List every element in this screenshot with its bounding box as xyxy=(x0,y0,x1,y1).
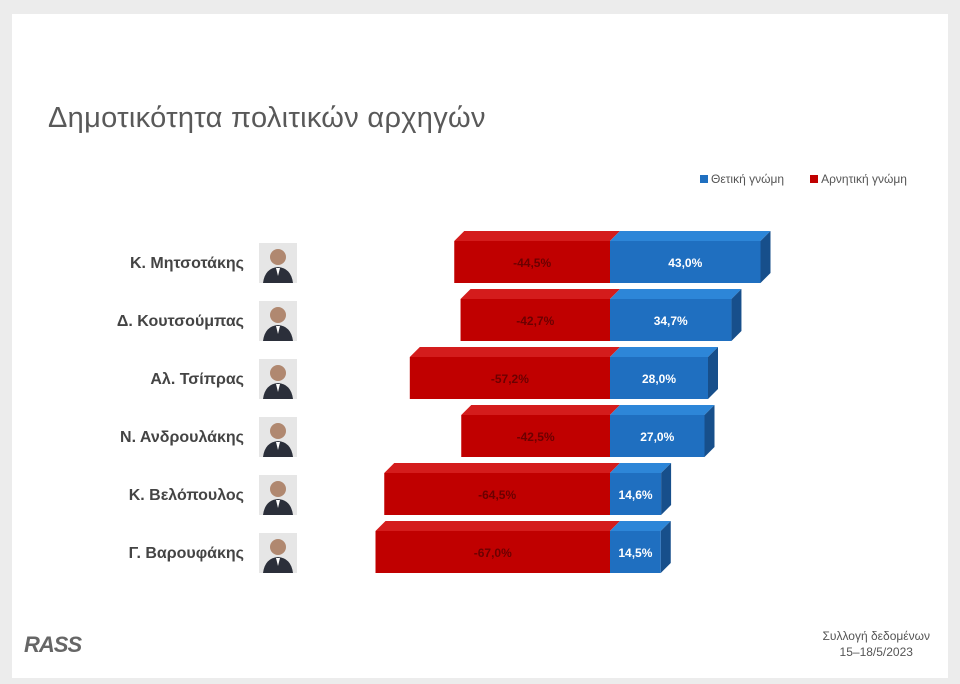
category-label: Κ. Βελόπουλος xyxy=(128,487,244,504)
chart-title: Δημοτικότητα πολιτικών αρχηγών xyxy=(48,102,486,134)
category-label: Γ. Βαρουφάκης xyxy=(128,545,244,562)
legend-swatch-negative xyxy=(810,175,819,183)
negative-bar-top xyxy=(409,347,620,357)
positive-bar-top xyxy=(610,405,715,415)
positive-data-label: 14,6% xyxy=(619,488,653,502)
leader-photo xyxy=(259,475,297,515)
positive-bar-top xyxy=(610,289,742,299)
positive-bar xyxy=(610,241,761,283)
data-collection-note: Συλλογή δεδομένων 15–18/5/2023 xyxy=(823,628,931,660)
negative-data-label: -64,5% xyxy=(478,488,516,502)
positive-bar-side xyxy=(661,463,672,515)
positive-bar-top xyxy=(610,347,718,357)
negative-data-label: -42,5% xyxy=(517,430,555,444)
positive-bar xyxy=(610,415,705,457)
negative-bar-top xyxy=(375,521,620,531)
positive-bar-side xyxy=(760,231,771,283)
positive-bar-side xyxy=(708,347,718,399)
negative-bar-top xyxy=(384,463,620,473)
positive-data-label: 14,5% xyxy=(618,546,652,560)
leader-photo xyxy=(259,533,297,573)
negative-bar xyxy=(409,357,610,399)
positive-bar-side xyxy=(660,521,671,573)
negative-bar-top xyxy=(460,289,620,299)
negative-bar-top xyxy=(454,231,620,241)
legend-item-positive: Θετική γνώμη xyxy=(700,172,784,186)
positive-bar xyxy=(610,531,661,573)
legend-label-positive: Θετική γνώμη xyxy=(711,172,785,186)
positive-data-label: 28,0% xyxy=(642,372,676,386)
category-label: Ν. Ανδρουλάκης xyxy=(120,429,244,446)
positive-bar-side xyxy=(731,289,742,341)
negative-bar xyxy=(384,473,610,515)
positive-bar-top xyxy=(610,231,771,241)
leader-photo xyxy=(259,301,297,341)
positive-bar xyxy=(610,299,732,341)
rass-logo: RASS xyxy=(24,632,82,657)
negative-bar xyxy=(454,241,610,283)
negative-data-label: -44,5% xyxy=(513,256,551,270)
negative-bar xyxy=(375,531,610,573)
legend-swatch-positive xyxy=(700,175,708,183)
positive-data-label: 43,0% xyxy=(668,256,702,270)
note-line-1: Συλλογή δεδομένων xyxy=(822,629,931,643)
leader-photo xyxy=(259,359,297,399)
positive-bar xyxy=(610,473,662,515)
negative-data-label: -42,7% xyxy=(516,314,554,328)
negative-bar xyxy=(460,299,610,341)
category-label: Δ. Κουτσούμπας xyxy=(116,313,244,330)
negative-data-label: -67,0% xyxy=(474,546,512,560)
positive-bar xyxy=(610,357,708,399)
negative-data-label: -57,2% xyxy=(491,372,529,386)
leader-photo xyxy=(259,243,297,283)
negative-bar xyxy=(461,415,610,457)
positive-bar-top xyxy=(610,521,671,531)
negative-bar-top xyxy=(461,405,620,415)
positive-bar-top xyxy=(610,463,672,473)
positive-data-label: 27,0% xyxy=(640,430,674,444)
positive-data-label: 34,7% xyxy=(654,314,688,328)
category-label: Αλ. Τσίπρας xyxy=(150,371,244,388)
leader-photo xyxy=(259,417,297,457)
legend: Θετική γνώμη Αρνητική γνώμη xyxy=(700,172,907,186)
legend-item-negative: Αρνητική γνώμη xyxy=(810,172,907,186)
note-line-2: 15–18/5/2023 xyxy=(839,645,913,659)
positive-bar-side xyxy=(704,405,715,457)
slide: Δημοτικότητα πολιτικών αρχηγών Θετική γν… xyxy=(12,14,948,678)
legend-label-negative: Αρνητική γνώμη xyxy=(821,172,907,186)
category-label: Κ. Μητσοτάκης xyxy=(129,255,244,272)
bar-chart: -44,5% 43,0% -42,7% 34,7% -57,2% 28,0% -42,5% 2… xyxy=(375,231,771,573)
